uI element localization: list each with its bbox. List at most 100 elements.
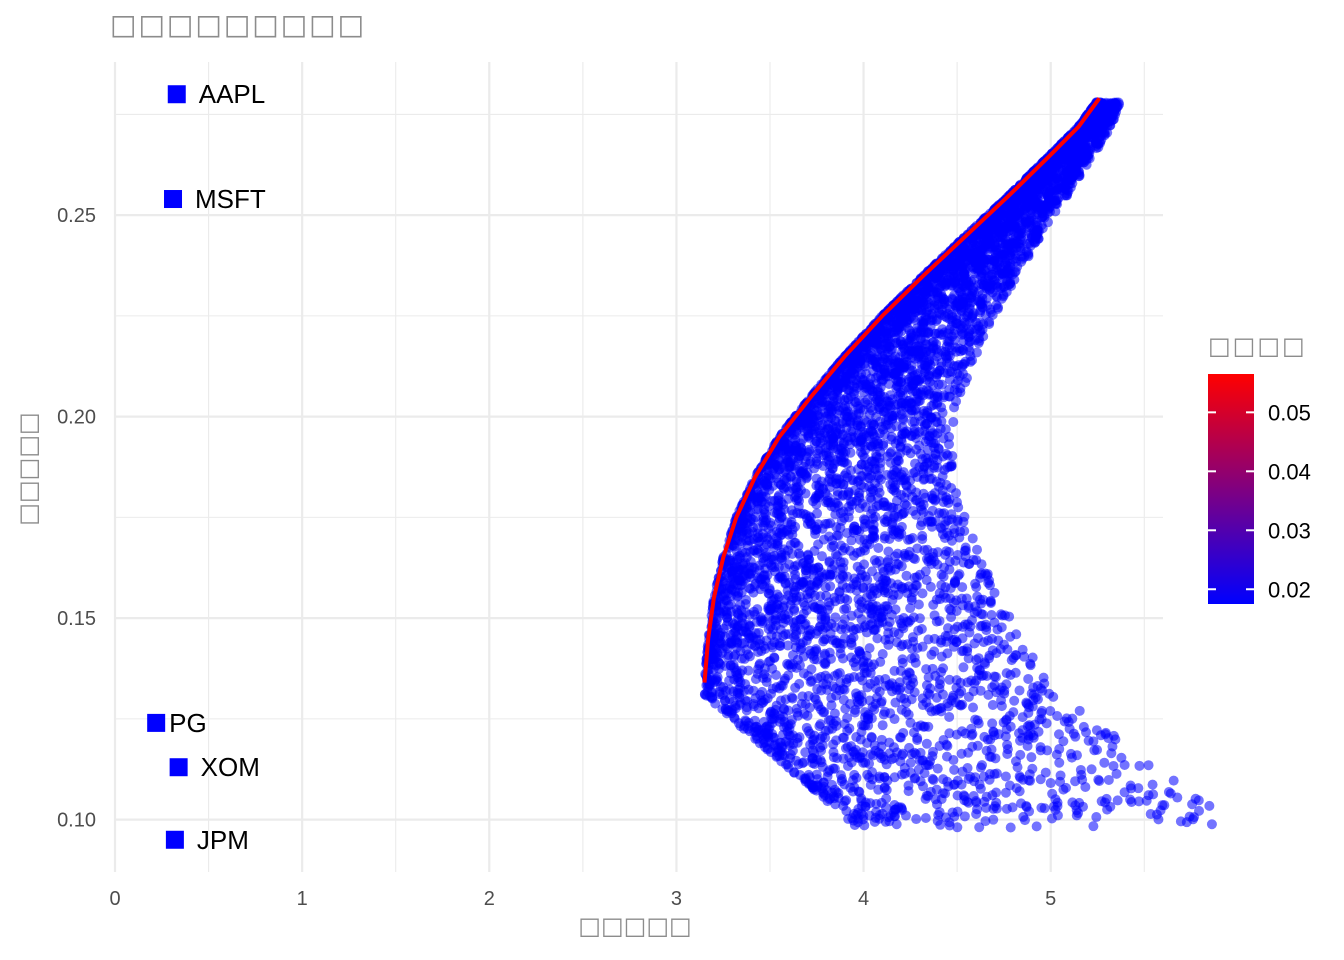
portfolio-point	[822, 420, 833, 431]
portfolio-point	[765, 656, 776, 667]
portfolio-point	[884, 679, 895, 690]
portfolio-point	[951, 675, 962, 686]
portfolio-point	[1040, 767, 1051, 778]
portfolio-point	[1099, 757, 1110, 768]
portfolio-point	[1204, 800, 1215, 811]
portfolio-point	[974, 822, 985, 833]
portfolio-point	[873, 571, 884, 582]
portfolio-point	[894, 614, 905, 625]
portfolio-point	[812, 508, 823, 519]
portfolio-point	[1112, 795, 1123, 806]
portfolio-point	[907, 375, 918, 386]
portfolio-point	[782, 658, 793, 669]
portfolio-point	[783, 493, 794, 504]
portfolio-point	[725, 660, 736, 671]
portfolio-point	[944, 728, 955, 739]
portfolio-point	[1147, 779, 1158, 790]
portfolio-point	[904, 546, 915, 557]
portfolio-point	[917, 588, 928, 599]
portfolio-point	[910, 580, 921, 591]
portfolio-point	[972, 740, 983, 751]
portfolio-point	[873, 747, 884, 758]
portfolio-point	[877, 649, 888, 660]
portfolio-point	[881, 576, 892, 587]
portfolio-point	[849, 388, 860, 399]
portfolio-point	[745, 547, 756, 558]
portfolio-point	[957, 646, 968, 657]
portfolio-point	[787, 650, 798, 661]
portfolio-point	[905, 717, 916, 728]
portfolio-point	[825, 581, 836, 592]
portfolio-point	[901, 570, 912, 581]
portfolio-point	[951, 396, 962, 407]
portfolio-point	[839, 604, 850, 615]
portfolio-point	[881, 793, 892, 804]
portfolio-point	[987, 699, 998, 710]
portfolio-point	[841, 674, 852, 685]
portfolio-point	[714, 686, 725, 697]
portfolio-point	[815, 591, 826, 602]
portfolio-point	[737, 547, 748, 558]
portfolio-point	[905, 603, 916, 614]
portfolio-point	[962, 677, 973, 688]
portfolio-point	[830, 509, 841, 520]
portfolio-point	[871, 683, 882, 694]
portfolio-point	[1042, 745, 1053, 756]
portfolio-point	[931, 338, 942, 349]
portfolio-point	[1035, 683, 1046, 694]
portfolio-point	[921, 680, 932, 691]
portfolio-point	[1119, 787, 1130, 798]
portfolio-point	[975, 783, 986, 794]
portfolio-point	[815, 733, 826, 744]
portfolio-point	[821, 411, 832, 422]
portfolio-point	[1133, 796, 1144, 807]
portfolio-point	[865, 749, 876, 760]
portfolio-point	[849, 707, 860, 718]
portfolio-point	[985, 734, 996, 745]
portfolio-point	[1005, 822, 1016, 833]
portfolio-point	[1005, 669, 1016, 680]
portfolio-point	[1028, 682, 1039, 693]
portfolio-point	[1088, 821, 1099, 832]
portfolio-point	[816, 476, 827, 487]
portfolio-point	[846, 634, 857, 645]
portfolio-point	[1009, 695, 1020, 706]
portfolio-point	[1045, 705, 1056, 716]
portfolio-point	[817, 551, 828, 562]
portfolio-point	[1133, 783, 1144, 794]
portfolio-point	[770, 620, 781, 631]
portfolio-point	[977, 760, 988, 771]
portfolio-point	[1119, 760, 1130, 771]
portfolio-point	[946, 612, 957, 623]
portfolio-point	[921, 738, 932, 749]
portfolio-point	[1052, 710, 1063, 721]
portfolio-point	[871, 806, 882, 817]
y-tick-label: 0.15	[57, 608, 96, 630]
portfolio-point	[1175, 816, 1186, 827]
axis-ticks: 0 1 2 3 4 50.100.150.200.25	[57, 205, 1056, 910]
x-tick-label: 1	[297, 888, 308, 910]
portfolio-point	[882, 604, 893, 615]
portfolio-point	[971, 808, 982, 819]
portfolio-point	[968, 791, 979, 802]
portfolio-point	[938, 433, 949, 444]
portfolio-point	[958, 557, 969, 568]
portfolio-point	[952, 497, 963, 508]
portfolio-point	[1105, 801, 1116, 812]
portfolio-point	[923, 672, 934, 683]
x-axis-label: □□□□□	[578, 912, 692, 940]
portfolio-point	[802, 589, 813, 600]
portfolio-point	[896, 692, 907, 703]
portfolio-point	[942, 648, 953, 659]
portfolio-point	[978, 637, 989, 648]
portfolio-point	[1041, 718, 1052, 729]
portfolio-point	[718, 623, 729, 634]
portfolio-point	[903, 780, 914, 791]
portfolio-point	[989, 617, 1000, 628]
portfolio-point	[1001, 803, 1012, 814]
portfolio-point	[950, 575, 961, 586]
portfolio-point	[864, 643, 875, 654]
portfolio-point	[904, 742, 915, 753]
portfolio-point	[1134, 760, 1145, 771]
portfolio-point	[958, 662, 969, 673]
